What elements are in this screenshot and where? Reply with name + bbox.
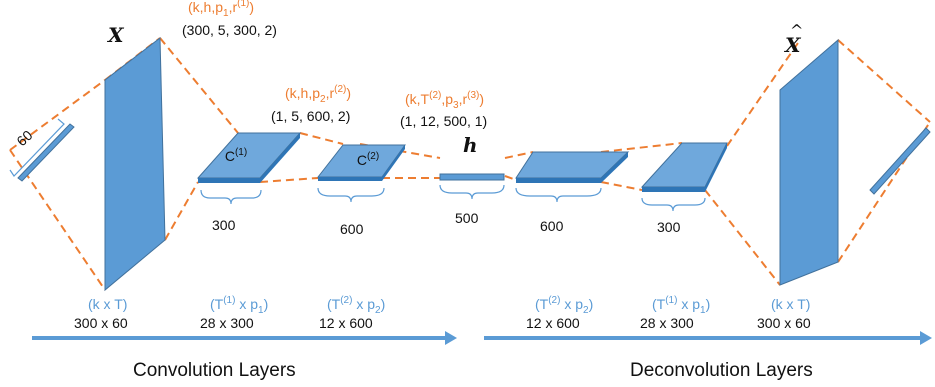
decoder-section-label: Deconvolution Layers <box>630 360 813 381</box>
l3-params-black: (1, 12, 500, 1) <box>400 113 487 129</box>
l1-params-black: (300, 5, 300, 2) <box>182 22 277 38</box>
l3-params-orange: (k,T(2),p3,r(3)) <box>405 90 484 111</box>
dim-2-blue: (T(1) x p1) <box>210 295 268 316</box>
xhat-hat: ^ <box>790 21 803 40</box>
xhat-plane <box>779 38 839 286</box>
input-strip <box>17 123 75 182</box>
c1-width-label: 300 <box>212 217 236 233</box>
encoder-section-label: Convolution Layers <box>133 360 296 381</box>
dim-2-black: 28 x 300 <box>200 315 254 331</box>
width-braces <box>200 184 706 212</box>
h-symbol: h <box>463 133 478 157</box>
c2-width-label: 600 <box>340 221 364 237</box>
xhat-symbol: X <box>783 33 802 57</box>
dim-4-black: 12 x 600 <box>526 315 580 331</box>
d2-width-label: 300 <box>657 219 681 235</box>
c1-slab <box>196 132 302 183</box>
encoder-arrow <box>32 331 457 345</box>
d1-width-label: 600 <box>540 218 564 234</box>
d2-slab <box>640 142 728 192</box>
x-symbol: X <box>106 23 125 47</box>
h-width-label: 500 <box>455 210 479 226</box>
x-plane <box>104 37 166 292</box>
dim-6-black: 300 x 60 <box>757 315 811 331</box>
output-strip <box>869 127 931 195</box>
dim-3-blue: (T(2) x p2) <box>327 295 385 316</box>
l1-params-orange: (k,h,p1,r(1)) <box>188 0 254 19</box>
l2-params-orange: (k,h,p2,r(2)) <box>285 84 351 105</box>
dim-4-blue: (T(2) x p2) <box>535 295 593 316</box>
dim-5-blue: (T(1) x p1) <box>652 295 710 316</box>
l2-params-black: (1, 5, 600, 2) <box>271 108 350 124</box>
c2-slab <box>316 144 406 181</box>
d1-slab <box>515 151 630 183</box>
input-width-brace <box>9 118 65 177</box>
decoder-arrow <box>484 331 932 345</box>
dim-1-blue: (k x T) <box>88 296 127 312</box>
dim-1-black: 300 x 60 <box>74 315 128 331</box>
h-bar <box>439 173 505 181</box>
dim-3-black: 12 x 600 <box>319 315 373 331</box>
dim-5-black: 28 x 300 <box>640 315 694 331</box>
dim-6-blue: (k x T) <box>771 296 810 312</box>
